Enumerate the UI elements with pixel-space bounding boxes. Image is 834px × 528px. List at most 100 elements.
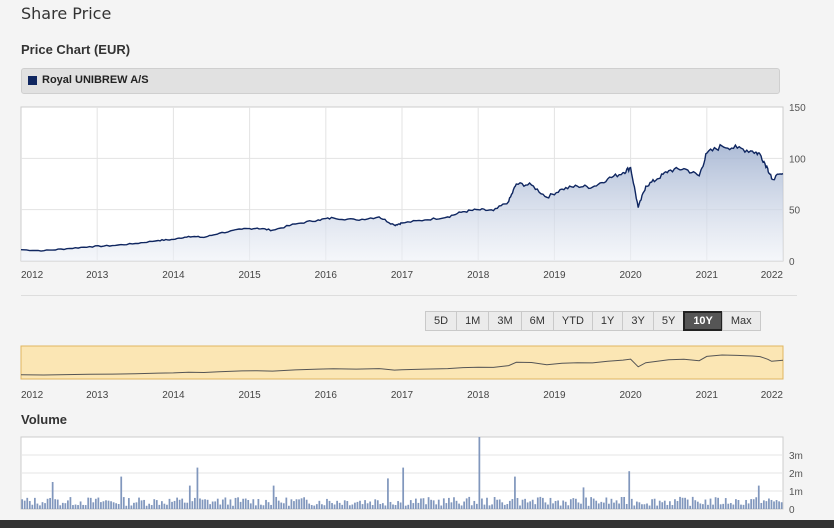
volume-bar (201, 499, 204, 509)
volume-bar (562, 500, 565, 509)
volume-bar (641, 504, 643, 509)
range-button-max[interactable]: Max (721, 311, 761, 331)
volume-bar (105, 500, 107, 509)
volume-bar (590, 497, 592, 509)
volume-tick-label: 0 (789, 505, 795, 516)
volume-bar (163, 503, 166, 509)
volume-bar (508, 500, 511, 509)
range-button-ytd[interactable]: YTD (552, 311, 593, 331)
volume-bar (328, 500, 331, 509)
range-button-10y[interactable]: 10Y (683, 311, 723, 331)
volume-bar (409, 500, 412, 509)
volume-bar (232, 505, 234, 509)
volume-bar (415, 498, 417, 509)
volume-bar (768, 498, 770, 509)
volume-bar (36, 503, 39, 509)
volume-bar (496, 499, 499, 509)
volume-bar (618, 503, 620, 509)
volume-bar (534, 504, 537, 509)
volume-bar (176, 497, 178, 509)
volume-bar (625, 503, 628, 509)
volume-bar (277, 500, 280, 509)
volume-bar (661, 502, 664, 509)
volume-bar (473, 500, 476, 509)
volume-bar (696, 501, 699, 509)
volume-bar (239, 501, 242, 509)
volume-bar (643, 504, 646, 509)
volume-bar (356, 501, 359, 509)
volume-bar (407, 504, 410, 509)
navigator-chart[interactable]: 2012 2013 2014 2015 2016 2017 2018 2019 2020 2021… (0, 340, 834, 402)
volume-bar (46, 498, 49, 509)
volume-bar (56, 499, 59, 509)
volume-bar (211, 501, 214, 509)
x-tick-label: 2017 (391, 270, 414, 281)
volume-bar (745, 499, 747, 509)
volume-bar (402, 467, 405, 509)
volume-bar (404, 505, 407, 509)
volume-bar (498, 499, 501, 509)
volume-bar (224, 497, 227, 509)
range-button-3m[interactable]: 3M (488, 311, 522, 331)
volume-bar (348, 505, 351, 509)
volume-bar (724, 498, 727, 509)
volume-bar (564, 501, 567, 509)
volume-bar (630, 498, 633, 509)
volume-bar (615, 500, 618, 509)
volume-bar (689, 505, 692, 509)
volume-bar (605, 497, 608, 509)
price-chart[interactable]: 2012 2013 2014 2015 2016 2017 2018 2019 2020 2021… (0, 100, 834, 290)
volume-bar (516, 497, 519, 509)
volume-bar (559, 505, 562, 509)
volume-bar (648, 505, 651, 509)
volume-bar (595, 500, 598, 509)
range-button-5d[interactable]: 5D (425, 311, 458, 331)
range-button-5y[interactable]: 5Y (652, 311, 685, 331)
volume-bar (770, 499, 773, 509)
volume-bar (755, 497, 758, 509)
range-button-1m[interactable]: 1M (456, 311, 490, 331)
volume-bar (366, 503, 369, 509)
volume-bar (752, 499, 755, 509)
volume-bar (92, 502, 95, 509)
volume-bar (34, 497, 36, 509)
navigator-tick-label: 2021 (696, 390, 719, 401)
navigator-tick-label: 2014 (162, 390, 185, 401)
volume-bar (552, 503, 554, 509)
volume-bar (346, 501, 349, 509)
volume-bar (188, 485, 191, 509)
volume-bar (463, 501, 465, 509)
volume-bar (671, 505, 674, 509)
volume-bar (762, 500, 765, 509)
volume-bar (298, 499, 300, 509)
divider (21, 295, 797, 296)
volume-bar (115, 503, 118, 509)
volume-bar (732, 504, 735, 509)
range-button-6m[interactable]: 6M (520, 311, 554, 331)
bottom-bar (0, 520, 834, 528)
volume-chart[interactable]: 0 1m 2m 3m (0, 432, 834, 520)
legend-bar[interactable]: Royal UNIBREW A/S (21, 68, 780, 94)
volume-bar (64, 503, 67, 509)
volume-bar (628, 471, 631, 509)
price-line (20, 143, 784, 252)
x-tick-label: 2012 (21, 270, 44, 281)
volume-bar (97, 497, 100, 509)
volume-bar (204, 499, 206, 509)
volume-bar (351, 504, 354, 509)
volume-bar (445, 503, 448, 509)
volume-bar (539, 496, 542, 509)
volume-bar (600, 501, 603, 509)
volume-bar (361, 504, 364, 509)
navigator-tick-label: 2012 (21, 390, 44, 401)
volume-bar (364, 500, 366, 509)
range-button-3y[interactable]: 3Y (622, 311, 654, 331)
volume-bar (780, 502, 783, 509)
volume-bar (133, 502, 135, 509)
volume-bar (229, 499, 232, 509)
range-button-1y[interactable]: 1Y (591, 311, 624, 331)
navigator-line (20, 354, 784, 376)
volume-bar (468, 496, 471, 509)
volume-bar (602, 502, 605, 509)
volume-bar (369, 501, 372, 509)
